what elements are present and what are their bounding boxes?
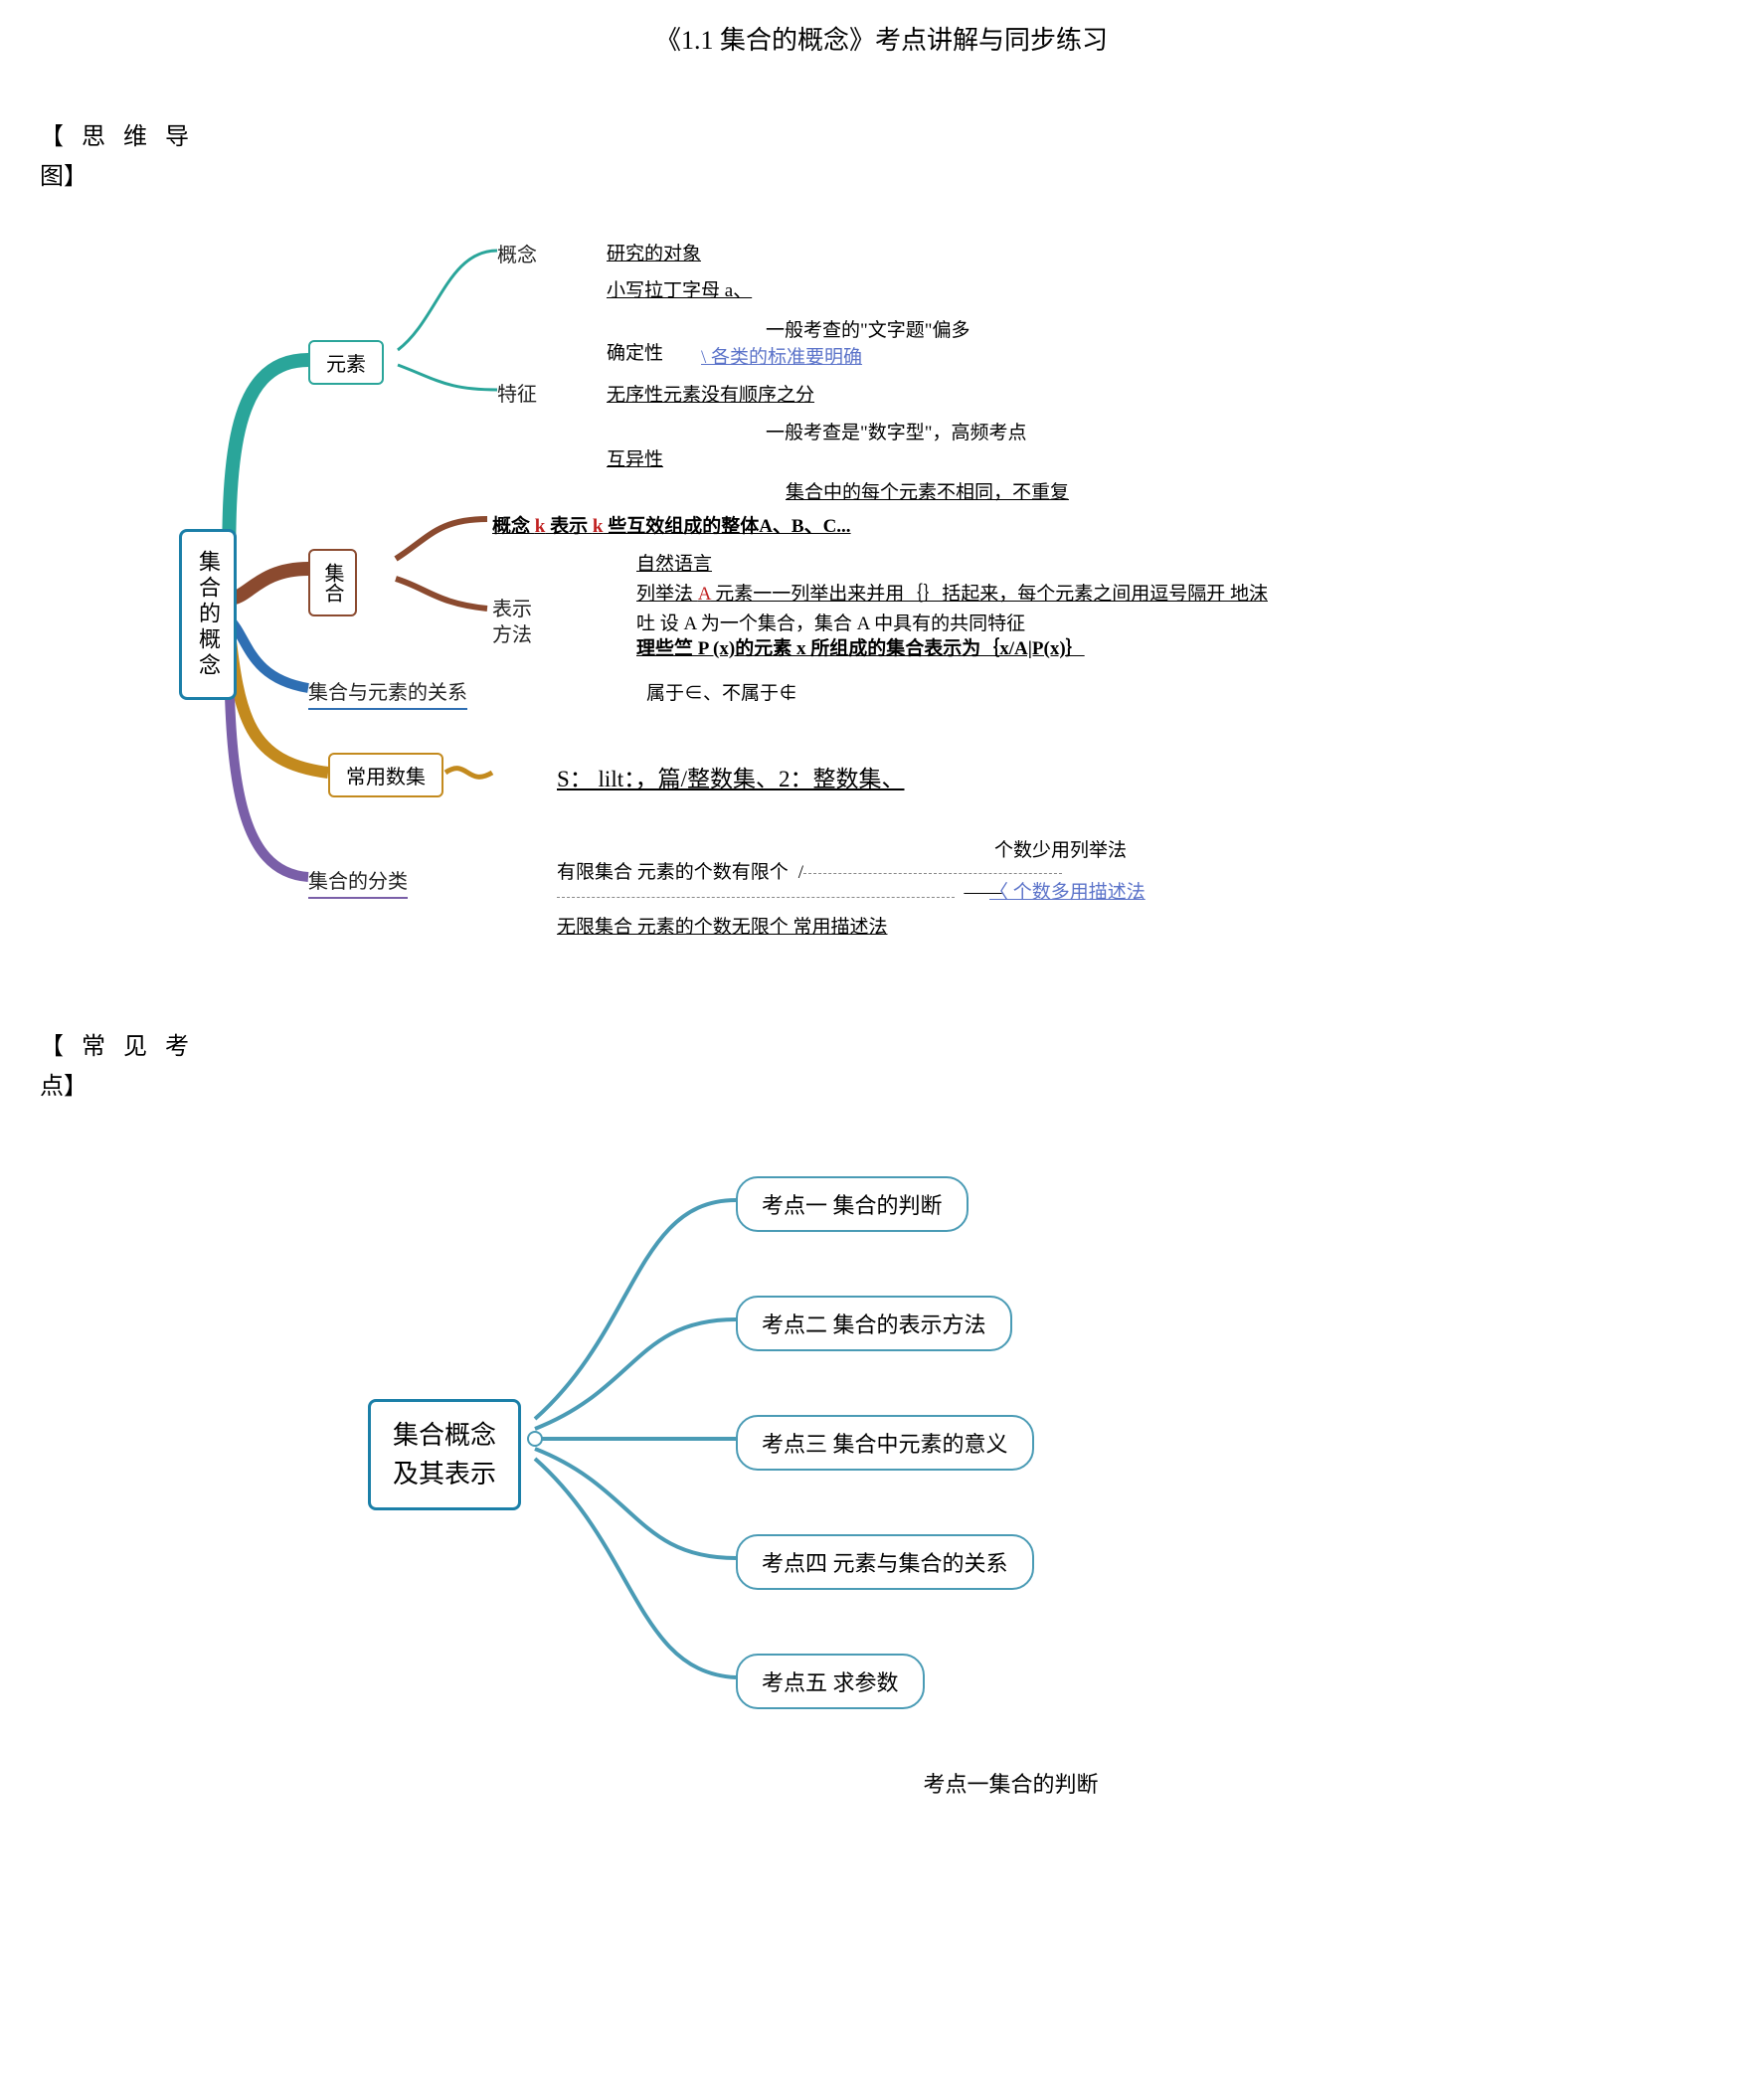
leaf-lowercase: 小写拉丁字母 a、	[607, 275, 752, 302]
mm2-k2: 考点二 集合的表示方法	[736, 1296, 1012, 1351]
node-element: 元素	[308, 340, 384, 385]
leaf-mutual-note: 一般考查是"数字型"，高频考点	[766, 418, 1027, 444]
label-feature: 特征	[497, 378, 537, 407]
mm2-root-line2: 及其表示	[393, 1455, 496, 1493]
mm1-root: 集合的概念	[179, 529, 237, 700]
leaf-desc1: 吐 设 A 为一个集合，集合 A 中具有的共同特征	[636, 609, 1025, 635]
mindmap-2: 集合概念 及其表示 考点一 集合的判断 考点二 集合的表示方法 考点三 集合中元…	[219, 1131, 1723, 1767]
node-relation: 集合与元素的关系	[308, 676, 467, 710]
leaf-relation: 属于∈、不属于∉	[646, 678, 797, 705]
page-title: 《1.1 集合的概念》考点讲解与同步练习	[40, 20, 1723, 57]
leaf-determinacy: 确定性	[607, 338, 663, 365]
leaf-research-object: 研究的对象	[607, 239, 701, 265]
leaf-enum: 列举法 A 元素一一列举出来并用｛｝括起来，每个元素之间用逗号隔开 地沫	[636, 579, 1268, 606]
leaf-det-sub: \ 各类的标准要明确	[701, 342, 862, 369]
leaf-unordered: 无序性元素没有顺序之分	[607, 380, 814, 407]
leaf-set-concept: 概念 k 表示 k 些互效组成的整体A、B、C...	[492, 511, 851, 538]
leaf-mutual: 互异性	[607, 444, 663, 471]
mm2-k1: 考点一 集合的判断	[736, 1176, 969, 1232]
footer-text: 考点一集合的判断	[298, 1767, 1723, 1799]
node-classification: 集合的分类	[308, 865, 408, 899]
mm2-root-line1: 集合概念	[393, 1416, 496, 1455]
mm2-k5: 考点五 求参数	[736, 1654, 925, 1709]
leaf-natural-lang: 自然语言	[636, 549, 712, 576]
leaf-finite: 有限集合 元素的个数有限个/	[557, 857, 1062, 884]
leaf-common-sets: S： lilt：，篇/整数集、2：整数集、	[557, 760, 905, 793]
leaf-finite-dashes: ——	[557, 882, 1002, 904]
mm2-k3: 考点三 集合中元素的意义	[736, 1415, 1034, 1471]
mindmap-1: 集合的概念 元素 集合 集合与元素的关系 常用数集 集合的分类 概念 特征 表示…	[99, 221, 1723, 1016]
leaf-desc2: 理些竺 P (x)的元素 x 所组成的集合表示为｛x/A|P(x)｝	[636, 633, 1085, 660]
node-set: 集合	[308, 549, 357, 616]
leaf-finite-r1: 个数少用列举法	[994, 835, 1127, 862]
node-common-sets: 常用数集	[328, 753, 443, 797]
mm2-k4: 考点四 元素与集合的关系	[736, 1534, 1034, 1590]
section2-line2: 点】	[40, 1066, 1723, 1101]
leaf-infinite: 无限集合 元素的个数无限个 常用描述法	[557, 912, 888, 939]
label-concept: 概念	[497, 239, 537, 267]
section2-line1: 【 常 见 考	[40, 1026, 1723, 1061]
mm2-root: 集合概念 及其表示	[368, 1399, 521, 1510]
label-repr: 表示 方法	[492, 597, 532, 648]
leaf-det-note: 一般考查的"文字题"偏多	[766, 315, 970, 342]
leaf-finite-r2: 〈 个数多用描述法	[989, 877, 1146, 904]
leaf-mutual-sub: 集合中的每个元素不相同，不重复	[786, 477, 1069, 504]
section1-line2: 图】	[40, 156, 1723, 191]
section1-line1: 【 思 维 导	[40, 116, 1723, 151]
